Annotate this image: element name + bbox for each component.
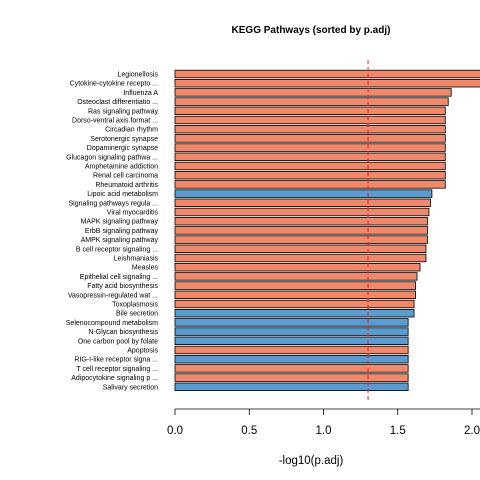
category-label: Ras signaling pathway [88, 108, 159, 115]
bar [174, 134, 446, 143]
category-label: Adipocytokine signaling p ... [71, 375, 158, 382]
bar [174, 97, 449, 106]
bar [174, 327, 409, 336]
category-label: T cell receptor signaling ... [76, 366, 158, 373]
x-tick-label: 1.5 [390, 425, 406, 437]
x-tick-label: 2.0 [464, 425, 480, 437]
bars-layer [174, 69, 480, 391]
category-label: Serotonergic synapse [90, 136, 158, 143]
category-label: Lipoic acid metabolism [87, 191, 158, 198]
category-label: Epithelial cell signaling ... [80, 274, 158, 281]
bar [174, 318, 409, 327]
bar [174, 354, 409, 364]
bar [174, 345, 409, 355]
category-label: One carbon pool by folate [78, 338, 158, 345]
category-label: MAPK signaling pathway [81, 219, 159, 226]
category-label: Fatty acid biosynthesis [87, 283, 158, 290]
category-label: Measles [132, 265, 159, 272]
category-label: Selenocompound metabolism [66, 320, 158, 327]
category-label: Rheumatoid arthritis [95, 182, 158, 189]
bar [174, 235, 428, 244]
x-tick-label: 0.0 [167, 425, 183, 437]
x-tick-label: 0.5 [241, 425, 257, 437]
category-label: Dopaminergic synapse [87, 145, 158, 152]
bar [174, 290, 416, 299]
category-label: Circadian rhythm [105, 127, 158, 134]
bar [174, 189, 433, 198]
category-label: Cytokine-cytokine recepto ... [70, 81, 158, 88]
x-axis-label: -log10(p.adj) [279, 455, 344, 467]
category-label: Dorso-ventral axis format ... [72, 118, 158, 125]
category-label: Apoptosis [127, 348, 158, 355]
bar [174, 207, 430, 217]
bar [174, 88, 452, 97]
bar [174, 364, 409, 373]
category-labels: Legionellosis Cytokine-cytokine recepto .… [66, 72, 159, 392]
bar [174, 272, 418, 281]
bar [174, 198, 431, 207]
bar [174, 226, 428, 235]
bar [174, 308, 415, 318]
bar [174, 216, 428, 226]
bar [174, 244, 427, 253]
category-label: Influenza A [123, 90, 158, 97]
category-label: B cell receptor signaling ... [76, 246, 158, 253]
category-label: N-Glycan biosynthesis [88, 329, 158, 336]
bar [174, 115, 446, 125]
category-label: Signaling pathways regula ... [69, 200, 159, 207]
bar [174, 143, 446, 152]
bar [174, 152, 446, 161]
bar [174, 373, 409, 382]
category-label: Salivary secretion [103, 384, 158, 391]
bar [174, 125, 446, 134]
x-tick-label: 1.0 [316, 425, 332, 437]
x-axis: 0.00.51.01.52.02.53.03.5 [167, 408, 480, 437]
bar [174, 262, 421, 272]
category-label: Glucagon signaling pathwa ... [66, 154, 158, 161]
chart-title: KEGG Pathways (sorted by p.adj) [232, 25, 391, 36]
category-label: Amphetamine addiction [85, 164, 158, 171]
bar [174, 336, 409, 345]
bar [174, 299, 415, 309]
category-label: Renal cell carcinoma [93, 173, 158, 180]
bar [174, 69, 480, 79]
category-label: ErbB signaling pathway [85, 228, 159, 235]
category-label: Viral myocarditis [107, 210, 159, 217]
bar [174, 161, 446, 171]
category-label: Osteoclast differentiatio ... [77, 99, 158, 106]
bar [174, 170, 446, 180]
bar [174, 253, 427, 263]
bar [174, 106, 446, 115]
category-label: AMPK signaling pathway [81, 237, 159, 244]
category-label: Toxoplasmosis [112, 302, 158, 309]
bar [174, 180, 446, 189]
bar [174, 382, 409, 391]
category-label: Legionellosis [118, 72, 159, 79]
bar [174, 281, 416, 290]
category-label: RIG-I-like receptor signa ... [74, 357, 158, 364]
category-label: Bile secretion [116, 311, 158, 318]
category-label: Leishmaniasis [114, 256, 159, 263]
bar [174, 79, 480, 88]
category-label: Vasopressin-regulated wat ... [68, 292, 158, 299]
